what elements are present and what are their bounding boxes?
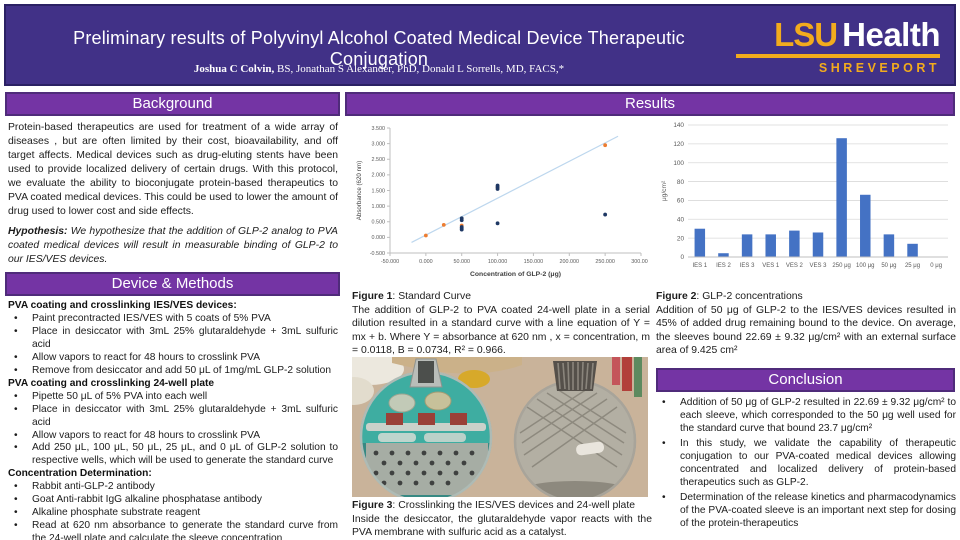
authors-rest: BS, Jonathan S Alexander, PhD, Donald L … — [274, 63, 565, 75]
svg-text:Concentration of GLP-2 (μg): Concentration of GLP-2 (μg) — [470, 271, 561, 278]
conclusion-section-header: Conclusion — [656, 368, 955, 392]
svg-text:-0.500: -0.500 — [370, 251, 385, 257]
methods-subheading: Concentration Determination: — [8, 468, 152, 480]
svg-text:300.000: 300.000 — [631, 259, 648, 265]
methods-list: Rabbit anti-GLP-2 antibodyGoat Anti-rabb… — [8, 481, 338, 540]
methods-bullet: Pipette 50 μL of 5% PVA into each well — [8, 391, 338, 404]
svg-text:140: 140 — [673, 122, 684, 129]
methods-bullet: Alkaline phosphate substrate reagent — [8, 507, 338, 520]
svg-text:0 μg: 0 μg — [930, 263, 942, 269]
svg-text:120: 120 — [673, 141, 684, 148]
methods-subheading: PVA coating and crosslinking 24-well pla… — [8, 377, 215, 389]
background-section-header: Background — [5, 92, 340, 116]
figure2-caption-body: Addition of 50 μg of GLP-2 to the IES/VE… — [656, 304, 956, 357]
figure3-caption-body: Inside the desiccator, the glutaraldehyd… — [352, 513, 652, 539]
svg-text:100 μg: 100 μg — [856, 263, 874, 269]
lsu-health-logo: LSU Health SHREVEPORT — [736, 18, 940, 75]
svg-text:0.000: 0.000 — [419, 259, 433, 265]
svg-text:VES 1: VES 1 — [762, 263, 780, 269]
svg-text:250.000: 250.000 — [595, 259, 615, 265]
svg-text:200.000: 200.000 — [560, 259, 580, 265]
svg-text:0.500: 0.500 — [372, 220, 386, 226]
svg-text:80: 80 — [677, 179, 685, 186]
figure1-caption: Figure 1: Standard Curve The addition of… — [352, 290, 650, 358]
figure2-label: Figure 2 — [656, 291, 697, 302]
svg-text:2.000: 2.000 — [372, 173, 386, 179]
figure3-caption: Figure 3: Crosslinking the IES/VES devic… — [352, 499, 652, 540]
poster-title: Preliminary results of Polyvinyl Alcohol… — [73, 28, 685, 69]
svg-text:3.500: 3.500 — [372, 126, 386, 132]
logo-gold-rule — [736, 54, 940, 58]
svg-text:0: 0 — [680, 254, 684, 261]
svg-text:Absorbance (620 nm): Absorbance (620 nm) — [356, 161, 363, 221]
svg-text:μg/cm²: μg/cm² — [661, 180, 668, 201]
methods-bullet: Place in desiccator with 3mL 25% glutara… — [8, 404, 338, 430]
conclusion-bullet: Determination of the release kinetics an… — [656, 492, 956, 531]
svg-text:20: 20 — [677, 235, 685, 242]
background-paragraph: Protein-based therapeutics are used for … — [8, 122, 338, 217]
methods-bullet: Paint precontracted IES/VES with 5 coats… — [8, 313, 338, 326]
figure2-title: : GLP-2 concentrations — [696, 291, 803, 302]
svg-text:VES 3: VES 3 — [809, 263, 827, 269]
svg-text:2.500: 2.500 — [372, 157, 386, 163]
methods-list: Pipette 50 μL of 5% PVA into each wellPl… — [8, 391, 338, 469]
methods-bullet: Read at 620 nm absorbance to generate th… — [8, 520, 338, 540]
desiccator-left — [359, 358, 493, 497]
svg-text:150.000: 150.000 — [524, 259, 544, 265]
logo-health-text: Health — [842, 16, 940, 53]
hypothesis-text: We hypothesize that the addition of GLP-… — [8, 226, 338, 265]
author-primary: Joshua C Colvin, — [193, 63, 275, 75]
authors-line: Joshua C Colvin, BS, Jonathan S Alexande… — [24, 63, 734, 75]
svg-text:50.000: 50.000 — [453, 259, 470, 265]
svg-text:100.000: 100.000 — [488, 259, 508, 265]
svg-text:1.000: 1.000 — [372, 204, 386, 210]
figure2-caption: Figure 2: GLP-2 concentrations Addition … — [656, 290, 956, 358]
methods-bullet: Add 250 μL, 100 μL, 50 μL, 25 μL, and 0 … — [8, 442, 338, 468]
header-banner: Preliminary results of Polyvinyl Alcohol… — [4, 4, 956, 86]
svg-text:IES 1: IES 1 — [692, 263, 707, 269]
svg-text:1.500: 1.500 — [372, 188, 386, 194]
conclusion-bullet: In this study, we validate the capabilit… — [656, 438, 956, 490]
hypothesis-paragraph: Hypothesis: We hypothesize that the addi… — [8, 225, 338, 267]
svg-text:60: 60 — [677, 198, 685, 205]
methods-bullet: Remove from desiccator and add 50 μL of … — [8, 365, 338, 378]
svg-text:100: 100 — [673, 160, 684, 167]
svg-text:-50.000: -50.000 — [381, 259, 399, 265]
figure1-caption-body: The addition of GLP-2 to PVA coated 24-w… — [352, 304, 650, 357]
conclusion-bullet: Addition of 50 μg of GLP-2 resulted in 2… — [656, 397, 956, 436]
svg-text:25 μg: 25 μg — [905, 263, 920, 269]
svg-text:VES 2: VES 2 — [786, 263, 804, 269]
figure3-label: Figure 3 — [352, 500, 393, 511]
svg-text:50 μg: 50 μg — [881, 263, 896, 269]
methods-bullet: Allow vapors to react for 48 hours to cr… — [8, 352, 338, 365]
results-section-header: Results — [345, 92, 955, 116]
svg-text:40: 40 — [677, 216, 685, 223]
figure1-label: Figure 1 — [352, 291, 393, 302]
logo-shreveport-text: SHREVEPORT — [818, 61, 940, 75]
svg-text:3.000: 3.000 — [372, 141, 386, 147]
methods-bullet: Goat Anti-rabbit IgG alkaline phosphatas… — [8, 494, 338, 507]
methods-bullet: Allow vapors to react for 48 hours to cr… — [8, 430, 338, 443]
logo-lsu-text: LSU — [774, 16, 838, 53]
svg-text:IES 3: IES 3 — [740, 263, 755, 269]
hypothesis-label: Hypothesis: — [8, 226, 68, 237]
methods-bullet: Rabbit anti-GLP-2 antibody — [8, 481, 338, 494]
svg-text:0.000: 0.000 — [372, 235, 386, 241]
figure2-concentration-bar-chart: 0 20 40 60 80 100 120 140 IES 1 IES 2 IES 3 VES 1 VE… — [658, 117, 952, 283]
methods-section-header: Device & Methods — [5, 272, 340, 296]
figure1-standard-curve-chart: -0.500 0.000 0.500 1.000 1.500 2.000 2.500 3.00… — [352, 119, 648, 285]
svg-text:IES 2: IES 2 — [716, 263, 731, 269]
methods-bullet: Place in desiccator with 3mL 25% glutara… — [8, 326, 338, 352]
figure3-title: : Crosslinking the IES/VES devices and 2… — [392, 500, 635, 511]
figure3-photo — [352, 357, 648, 497]
methods-content: PVA coating and crosslinking IES/VES dev… — [8, 300, 338, 540]
svg-text:250 μg: 250 μg — [832, 263, 850, 269]
conclusion-list: Addition of 50 μg of GLP-2 resulted in 2… — [656, 397, 956, 533]
figure1-title: : Standard Curve — [392, 291, 471, 302]
methods-list: Paint precontracted IES/VES with 5 coats… — [8, 313, 338, 378]
methods-subheading: PVA coating and crosslinking IES/VES dev… — [8, 300, 237, 311]
